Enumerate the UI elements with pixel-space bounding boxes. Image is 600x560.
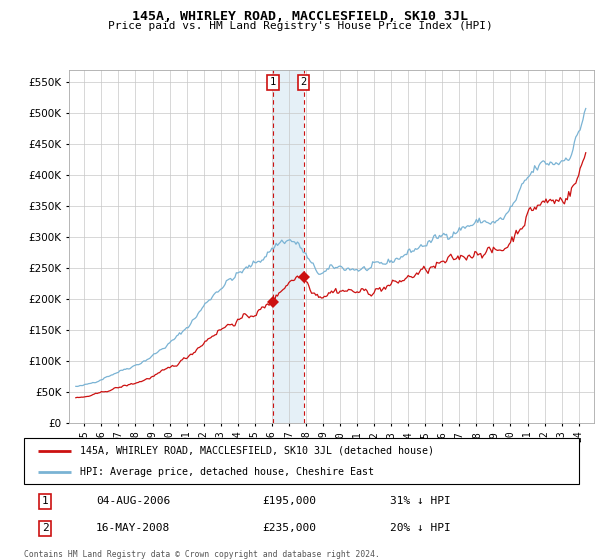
- Text: 20% ↓ HPI: 20% ↓ HPI: [391, 524, 451, 533]
- Text: 145A, WHIRLEY ROAD, MACCLESFIELD, SK10 3JL (detached house): 145A, WHIRLEY ROAD, MACCLESFIELD, SK10 3…: [79, 446, 433, 456]
- Text: 145A, WHIRLEY ROAD, MACCLESFIELD, SK10 3JL: 145A, WHIRLEY ROAD, MACCLESFIELD, SK10 3…: [132, 10, 468, 23]
- Text: 1: 1: [42, 496, 49, 506]
- Text: Contains HM Land Registry data © Crown copyright and database right 2024.
This d: Contains HM Land Registry data © Crown c…: [24, 550, 380, 560]
- Bar: [273, 70, 304, 423]
- Text: 04-AUG-2006: 04-AUG-2006: [96, 496, 170, 506]
- Text: £235,000: £235,000: [263, 524, 317, 533]
- Text: 2: 2: [42, 524, 49, 533]
- Text: HPI: Average price, detached house, Cheshire East: HPI: Average price, detached house, Ches…: [79, 467, 373, 477]
- Text: 16-MAY-2008: 16-MAY-2008: [96, 524, 170, 533]
- Text: £195,000: £195,000: [263, 496, 317, 506]
- Text: 31% ↓ HPI: 31% ↓ HPI: [391, 496, 451, 506]
- Text: Price paid vs. HM Land Registry's House Price Index (HPI): Price paid vs. HM Land Registry's House …: [107, 21, 493, 31]
- Text: 2: 2: [301, 77, 307, 87]
- Text: 1: 1: [270, 77, 277, 87]
